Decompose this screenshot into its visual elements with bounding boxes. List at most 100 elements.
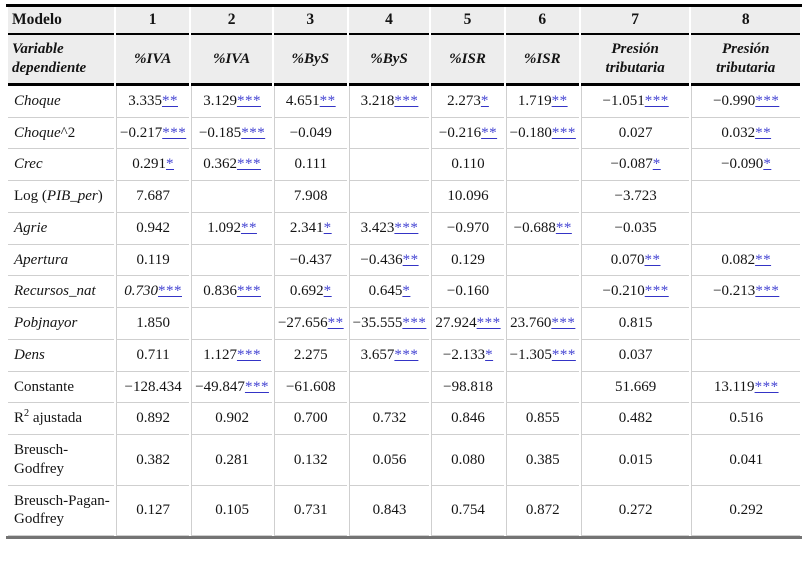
coefficient-value: −0.210	[602, 283, 645, 300]
coefficient-value: 0.846	[451, 410, 485, 427]
cell-choque-squared-model-7: 0.027	[580, 117, 690, 150]
significance-stars-link[interactable]: ***	[755, 283, 780, 300]
significance-stars-link[interactable]: **	[755, 124, 772, 141]
cell-pobjnayor-model-7: 0.815	[580, 308, 690, 340]
cell-log-pib-per-model-7: −3.723	[580, 181, 690, 213]
cell-constante-model-6	[505, 371, 579, 404]
table-row-pobjnayor: Pobjnayor 1.850 −27.656** −35.555*** 27.924*…	[8, 308, 800, 340]
coefficient-value: 0.382	[136, 451, 170, 468]
significance-stars-link[interactable]: **	[555, 219, 572, 236]
row-label-segment: Breusch-Godfrey	[14, 442, 69, 477]
significance-stars-link[interactable]: ***	[394, 219, 419, 236]
significance-stars-link[interactable]: ***	[551, 346, 576, 363]
coefficient-value: −3.723	[614, 188, 657, 205]
coefficient-value: 0.292	[729, 502, 764, 518]
coefficient-value: 1.719	[517, 92, 552, 109]
significance-stars-link[interactable]: **	[755, 251, 772, 268]
cell-apertura-model-4: −0.436**	[348, 244, 430, 277]
coefficient-value: 0.111	[294, 156, 328, 173]
table-row-breusch-pagan-godfrey: Breusch-Pagan-Godfrey 0.127 0.105 0.731 0.84…	[8, 485, 800, 537]
significance-stars-link[interactable]: *	[165, 156, 174, 173]
cell-pobjnayor-model-5: 27.924***	[431, 308, 504, 340]
significance-stars-link[interactable]: **	[327, 315, 344, 332]
row-label-segment: Breusch-Pagan-Godfrey	[14, 492, 110, 528]
significance-stars-link[interactable]: **	[644, 251, 661, 268]
coefficient-value: 0.015	[618, 451, 653, 468]
significance-stars-link[interactable]: ***	[241, 124, 266, 141]
significance-stars-link[interactable]: *	[323, 219, 332, 236]
coefficient-value: 3.423	[360, 219, 395, 236]
significance-stars-link[interactable]: ***	[157, 283, 182, 300]
coefficient-value: 0.692	[289, 283, 324, 300]
significance-stars-link[interactable]: ***	[236, 92, 261, 109]
cell-apertura-model-7: 0.070**	[580, 244, 690, 277]
coefficient-value: 1.850	[136, 315, 170, 332]
cell-r2-ajustada-model-1: 0.892	[116, 403, 190, 436]
cell-breusch-godfrey-model-1: 0.382	[116, 435, 190, 486]
significance-stars-link[interactable]: *	[323, 283, 332, 300]
row-label-breusch-godfrey: Breusch-Godfrey	[8, 435, 114, 486]
significance-stars-link[interactable]: ***	[394, 346, 419, 363]
table-body: Choque 3.335** 3.129*** 4.651** 3.218*** 2.27…	[8, 85, 800, 537]
row-label-segment: Log (	[14, 188, 47, 205]
table-row-agrie: Agrie 0.942 1.092** 2.341* 3.423*** −0.970 −0.…	[8, 212, 800, 245]
coefficient-value: 0.385	[525, 451, 560, 468]
row-label-segment: Choque	[14, 124, 61, 141]
significance-stars-link[interactable]: ***	[476, 315, 501, 332]
header-model-number-2: 2	[191, 7, 272, 36]
header-variable-dependiente-label: Variable dependiente	[8, 35, 114, 86]
cell-agrie-model-3: 2.341*	[273, 212, 347, 245]
coefficient-value: 0.730	[124, 283, 158, 300]
header-dependent-variable-7: Presión tributaria	[580, 35, 690, 86]
coefficient-value: 3.335	[128, 92, 162, 109]
cell-choque-model-5: 2.273*	[431, 85, 504, 118]
significance-stars-link[interactable]: ***	[754, 378, 779, 395]
coefficient-value: 0.281	[215, 451, 249, 468]
cell-constante-model-7: 51.669	[580, 371, 690, 404]
row-label-segment: ajustada	[29, 410, 83, 427]
significance-stars-link[interactable]: **	[402, 251, 419, 268]
coefficient-value: 2.275	[293, 346, 328, 363]
cell-apertura-model-1: 0.119	[116, 244, 190, 277]
significance-stars-link[interactable]: **	[240, 219, 257, 236]
cell-agrie-model-5: −0.970	[431, 212, 504, 245]
coefficient-value: −0.087	[610, 156, 653, 173]
table-row-log-pib-per: Log (PIB_per) 7.687 7.908 10.096 −3.723	[8, 181, 800, 213]
significance-stars-link[interactable]: ***	[551, 124, 576, 141]
cell-breusch-godfrey-model-4: 0.056	[348, 435, 430, 486]
cell-dens-model-7: 0.037	[580, 339, 690, 372]
significance-stars-link[interactable]: ***	[394, 92, 419, 109]
significance-stars-link[interactable]: ***	[402, 315, 427, 332]
significance-stars-link[interactable]: *	[652, 156, 661, 173]
row-label-segment: PIB_per	[46, 188, 98, 205]
significance-stars-link[interactable]: **	[481, 124, 498, 141]
cell-breusch-godfrey-model-8: 0.041	[691, 435, 800, 486]
significance-stars-link[interactable]: ***	[755, 92, 780, 109]
significance-stars-link[interactable]: *	[480, 92, 489, 109]
cell-choque-squared-model-4	[348, 117, 430, 150]
coefficient-value: 1.127	[203, 346, 237, 363]
significance-stars-link[interactable]: **	[551, 92, 568, 109]
significance-stars-link[interactable]: *	[402, 283, 411, 300]
cell-choque-squared-model-5: −0.216**	[431, 117, 504, 150]
significance-stars-link[interactable]: ***	[244, 378, 269, 395]
row-label-apertura: Apertura	[8, 245, 114, 277]
significance-stars-link[interactable]: *	[485, 346, 494, 363]
cell-crec-model-7: −0.087*	[580, 149, 690, 182]
significance-stars-link[interactable]: **	[319, 92, 336, 109]
significance-stars-link[interactable]: *	[763, 156, 772, 173]
significance-stars-link[interactable]: ***	[236, 156, 261, 173]
significance-stars-link[interactable]: ***	[236, 283, 261, 300]
cell-crec-model-5: 0.110	[431, 149, 504, 182]
coefficient-value: 0.291	[132, 156, 166, 173]
significance-stars-link[interactable]: **	[161, 92, 178, 109]
significance-stars-link[interactable]: ***	[644, 92, 669, 109]
cell-apertura-model-6	[505, 244, 579, 277]
cell-dens-model-3: 2.275	[273, 339, 347, 372]
cell-pobjnayor-model-1: 1.850	[116, 308, 190, 340]
significance-stars-link[interactable]: ***	[236, 346, 261, 363]
significance-stars-link[interactable]: ***	[162, 124, 187, 141]
significance-stars-link[interactable]: ***	[551, 315, 576, 332]
significance-stars-link[interactable]: ***	[644, 283, 669, 300]
